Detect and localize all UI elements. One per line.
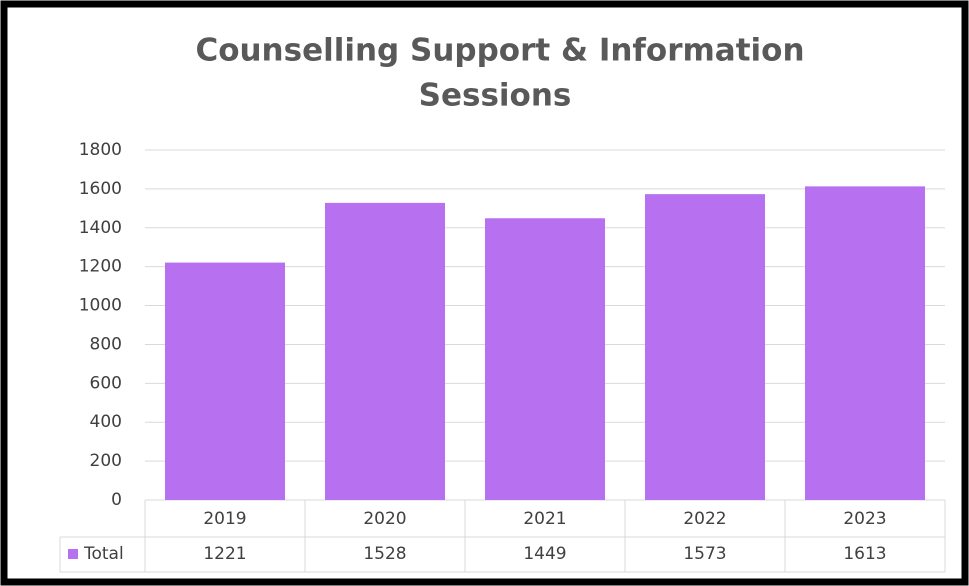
table-value: 1449 xyxy=(523,544,566,564)
bar xyxy=(645,194,765,500)
y-tick-label: 0 xyxy=(111,490,122,510)
y-tick-label: 200 xyxy=(90,451,122,471)
table-value: 1221 xyxy=(203,544,246,564)
y-tick-label: 1000 xyxy=(79,296,122,316)
chart-title: Counselling Support & Information xyxy=(195,33,804,69)
x-tick-label: 2019 xyxy=(203,509,246,529)
bar xyxy=(325,202,445,500)
legend-swatch xyxy=(68,549,78,559)
table-value: 1528 xyxy=(363,544,406,564)
y-tick-label: 600 xyxy=(90,373,122,393)
y-tick-label: 1600 xyxy=(79,179,122,199)
y-tick-label: 800 xyxy=(90,334,122,354)
y-tick-label: 1800 xyxy=(79,140,122,160)
bar xyxy=(805,186,925,500)
x-tick-label: 2021 xyxy=(523,509,566,529)
y-tick-label: 400 xyxy=(90,412,122,432)
bar xyxy=(485,218,605,500)
chart-title: Sessions xyxy=(419,78,572,114)
x-tick-label: 2020 xyxy=(363,509,406,529)
y-tick-label: 1400 xyxy=(79,218,122,238)
x-tick-label: 2022 xyxy=(683,509,726,529)
table-value: 1613 xyxy=(843,544,886,564)
legend-label: Total xyxy=(83,544,124,564)
x-tick-label: 2023 xyxy=(843,509,886,529)
y-tick-label: 1200 xyxy=(79,257,122,277)
bar xyxy=(165,262,285,500)
table-value: 1573 xyxy=(683,544,726,564)
